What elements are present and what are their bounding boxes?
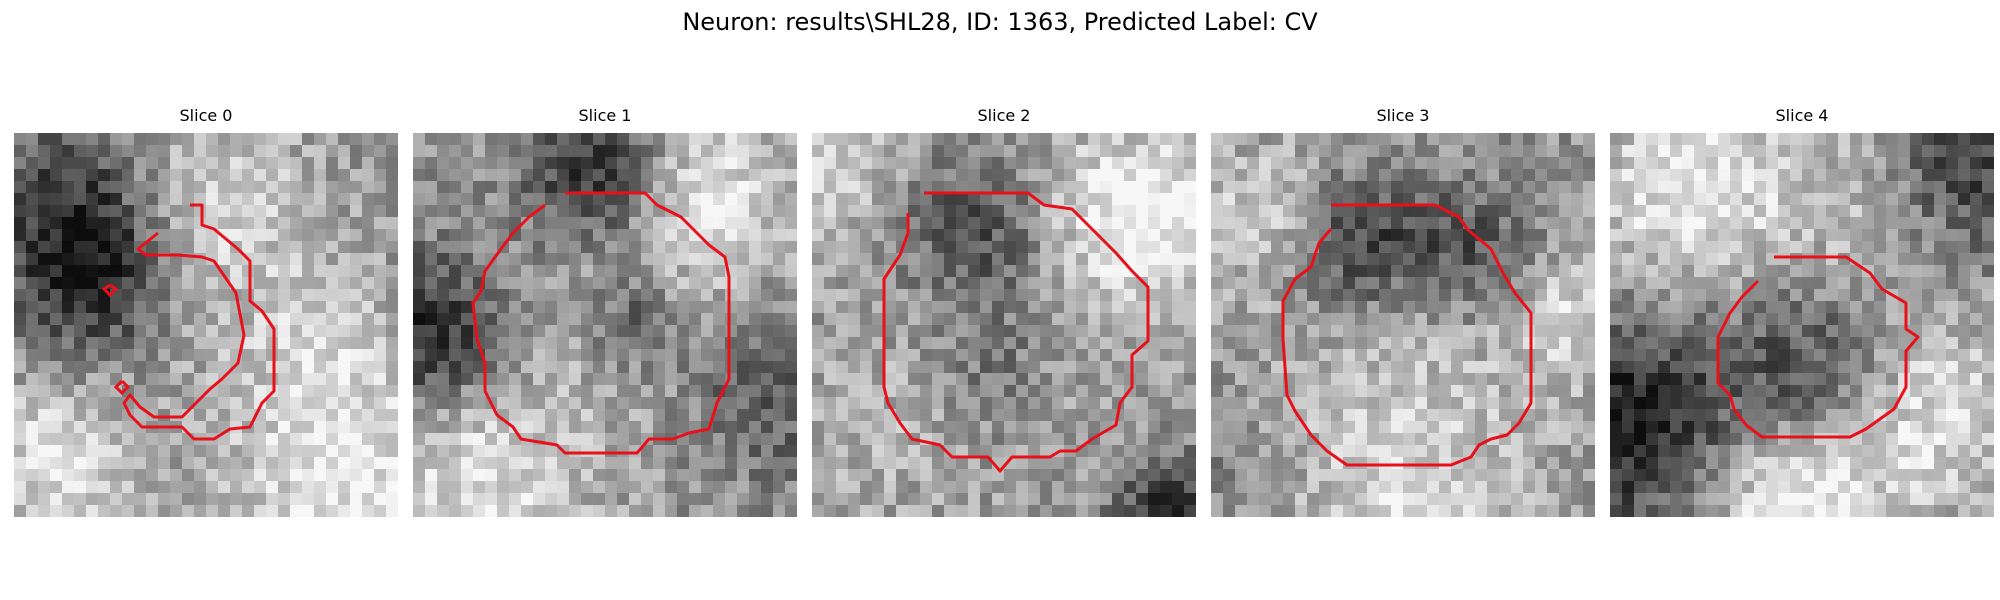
slice-title: Slice 3 [1376,106,1430,125]
segmentation-contour [1716,255,1920,439]
slice-image [413,133,797,517]
slice-title: Slice 1 [578,106,632,125]
segmentation-contour [101,203,276,441]
slice-title: Slice 0 [179,106,233,125]
slice-image [14,133,398,517]
figure-title: Neuron: results\SHL28, ID: 1363, Predict… [682,8,1318,36]
slice-image [812,133,1196,517]
slice-title: Slice 2 [977,106,1031,125]
segmentation-contour [471,191,731,455]
slice-title: Slice 4 [1775,106,1829,125]
segmentation-contour [882,191,1150,473]
segmentation-contour [1281,203,1533,467]
slice-image [1211,133,1595,517]
slice-image [1610,133,1994,517]
